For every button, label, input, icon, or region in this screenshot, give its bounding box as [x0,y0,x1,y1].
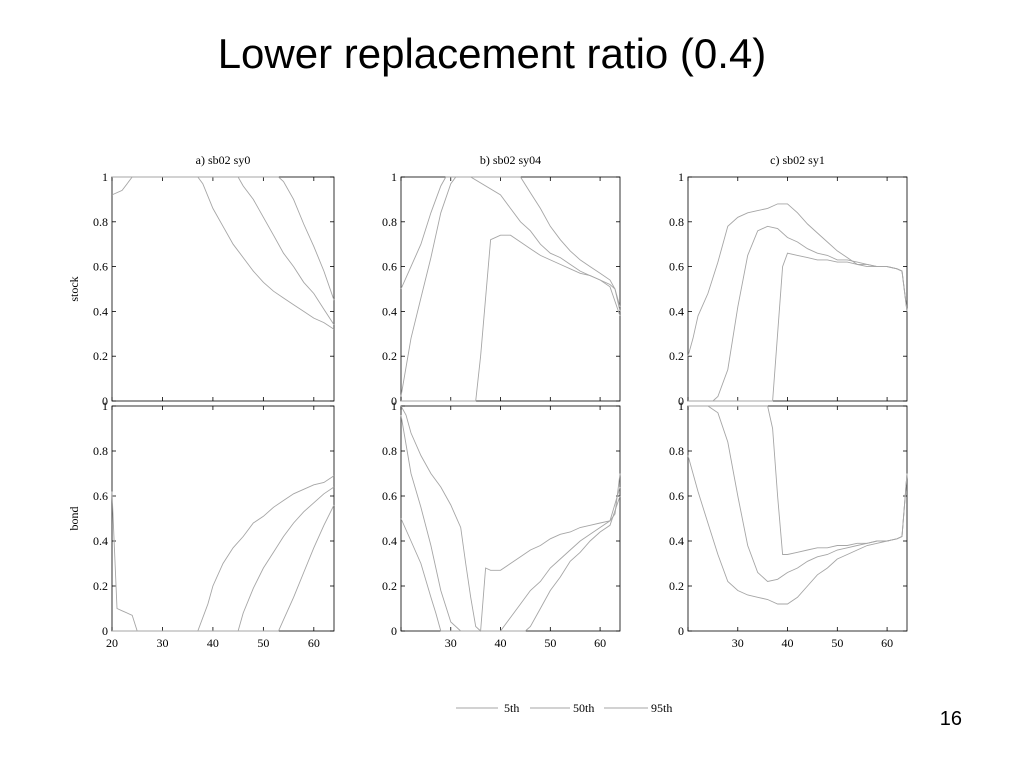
y-tick-label-bond-0-5: 1 [102,399,108,413]
y-tick-label-bond-2-0: 0 [678,624,684,638]
y-tick-label-stock-1-4: 0.8 [382,215,397,229]
y-tick-label-stock-2-4: 0.8 [669,215,684,229]
x-tick-label-bond-0-2: 40 [207,636,219,650]
x-tick-label-bond-1-2: 50 [544,636,556,650]
y-tick-label-bond-1-2: 0.4 [382,534,397,548]
y-tick-label-bond-1-4: 0.8 [382,444,397,458]
y-tick-label-stock-1-3: 0.6 [382,260,397,274]
y-tick-label-bond-1-1: 0.2 [382,579,397,593]
axis-label-bond: bond [67,507,81,531]
series-line-bond-0-95th [112,504,335,632]
plot-frame-bond-1 [400,405,621,632]
y-tick-label-stock-2-3: 0.6 [669,260,684,274]
x-tick-label-bond-1-1: 40 [495,636,507,650]
y-tick-label-stock-2-0: 0 [678,394,684,408]
y-tick-label-bond-2-1: 0.2 [669,579,684,593]
legend-label-50th: 50th [573,701,594,715]
y-tick-label-stock-2-2: 0.4 [669,304,684,318]
legend-label-5th: 5th [504,701,519,715]
y-tick-label-bond-0-0: 0 [102,624,108,638]
y-tick-label-stock-1-0: 0 [391,394,397,408]
panel-title-stock-1: b) sb02 sy04 [480,153,541,167]
series-line-bond-1-5th [400,405,621,632]
x-tick-label-bond-1-0: 30 [445,636,457,650]
y-tick-label-stock-0-0: 0 [102,394,108,408]
plot-frame-bond-2 [687,405,908,632]
y-tick-label-bond-0-4: 0.8 [93,444,108,458]
series-line-stock-2-95th [687,203,908,357]
x-tick-label-bond-2-3: 60 [881,636,893,650]
series-line-stock-1-5th [401,234,621,402]
x-tick-label-bond-2-1: 40 [782,636,794,650]
page-number: 16 [939,708,962,730]
series-line-bond-0-5th [111,475,335,632]
series-line-bond-2-50th [688,405,908,582]
series-line-bond-0-50th [112,486,335,632]
y-tick-label-stock-1-2: 0.4 [382,304,397,318]
plot-frame-stock-0 [111,176,335,402]
y-tick-label-stock-1-1: 0.2 [382,349,397,363]
plot-frame-bond-0 [111,405,335,632]
y-tick-label-bond-0-3: 0.6 [93,489,108,503]
series-line-bond-2-5th [688,405,908,555]
legend-label-95th: 95th [651,701,672,715]
series-line-stock-1-95th [400,176,621,308]
axis-label-stock: stock [67,276,81,301]
series-line-stock-2-5th [688,252,908,402]
y-tick-label-bond-1-3: 0.6 [382,489,397,503]
series-line-bond-1-50th [400,414,621,632]
y-tick-label-bond-0-1: 0.2 [93,579,108,593]
y-tick-label-bond-2-2: 0.4 [669,534,684,548]
x-tick-label-bond-0-3: 50 [257,636,269,650]
series-line-stock-0-5th [111,176,335,330]
y-tick-label-bond-1-0: 0 [391,624,397,638]
y-tick-label-bond-2-5: 1 [678,399,684,413]
series-line-bond-2-95th [687,455,908,605]
y-tick-label-stock-1-5: 1 [391,170,397,184]
y-tick-label-stock-0-3: 0.6 [93,260,108,274]
x-tick-label-bond-2-2: 50 [831,636,843,650]
y-tick-label-bond-2-3: 0.6 [669,489,684,503]
y-tick-label-bond-0-2: 0.4 [93,534,108,548]
x-tick-label-bond-0-1: 30 [156,636,168,650]
slide-title: Lower replacement ratio (0.4) [217,30,767,77]
x-tick-label-bond-1-3: 60 [594,636,606,650]
panel-title-stock-2: c) sb02 sy1 [770,153,825,167]
series-line-stock-0-50th [112,176,335,326]
y-tick-label-stock-0-4: 0.8 [93,215,108,229]
y-tick-label-bond-1-5: 1 [391,399,397,413]
y-tick-label-stock-0-1: 0.2 [93,349,108,363]
x-tick-label-bond-2-0: 30 [732,636,744,650]
plot-frame-stock-2 [687,176,908,402]
x-tick-label-bond-0-0: 20 [106,636,118,650]
x-tick-label-bond-0-4: 60 [308,636,320,650]
y-tick-label-stock-0-2: 0.4 [93,304,108,318]
y-tick-label-stock-2-5: 1 [678,170,684,184]
panel-title-stock-0: a) sb02 sy0 [196,153,251,167]
y-tick-label-bond-2-4: 0.8 [669,444,684,458]
y-tick-label-stock-2-1: 0.2 [669,349,684,363]
plot-frame-stock-1 [400,176,621,402]
series-line-stock-1-50th [400,176,621,397]
series-line-bond-1-95th [400,495,621,632]
y-tick-label-stock-0-5: 1 [102,170,108,184]
series-line-stock-0-95th [112,176,335,301]
